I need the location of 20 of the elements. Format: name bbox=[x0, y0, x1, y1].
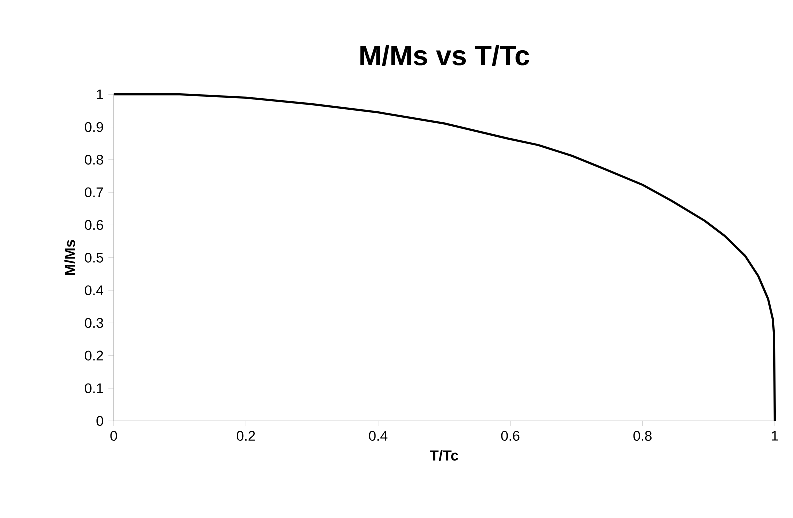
y-tick-label: 0.9 bbox=[85, 122, 104, 132]
x-tick-label: 0.2 bbox=[237, 430, 256, 441]
y-tick-label: 0.7 bbox=[85, 187, 104, 198]
y-tick-label: 0.1 bbox=[85, 383, 104, 394]
y-tick-label: 0.8 bbox=[85, 154, 104, 165]
y-tick-label: 0.5 bbox=[85, 252, 104, 263]
x-tick-label: 0.6 bbox=[501, 430, 520, 441]
x-tick-label: 0.4 bbox=[369, 430, 388, 441]
x-tick-label: 1 bbox=[772, 430, 778, 441]
y-axis-title: M/Ms bbox=[64, 240, 76, 275]
x-tick-label: 0.8 bbox=[634, 430, 652, 441]
x-tick-label: 0 bbox=[110, 430, 118, 441]
chart-title: M/Ms vs T/Tc bbox=[360, 44, 530, 66]
y-tick-label: 1 bbox=[97, 90, 104, 100]
y-tick-label: 0.4 bbox=[85, 285, 104, 296]
y-tick-label: 0.3 bbox=[85, 318, 104, 328]
y-tick-label: 0 bbox=[96, 416, 104, 426]
y-tick-label: 0.6 bbox=[85, 220, 104, 230]
y-tick-label: 0.2 bbox=[85, 350, 104, 361]
x-axis-title: T/Tc bbox=[430, 450, 459, 461]
